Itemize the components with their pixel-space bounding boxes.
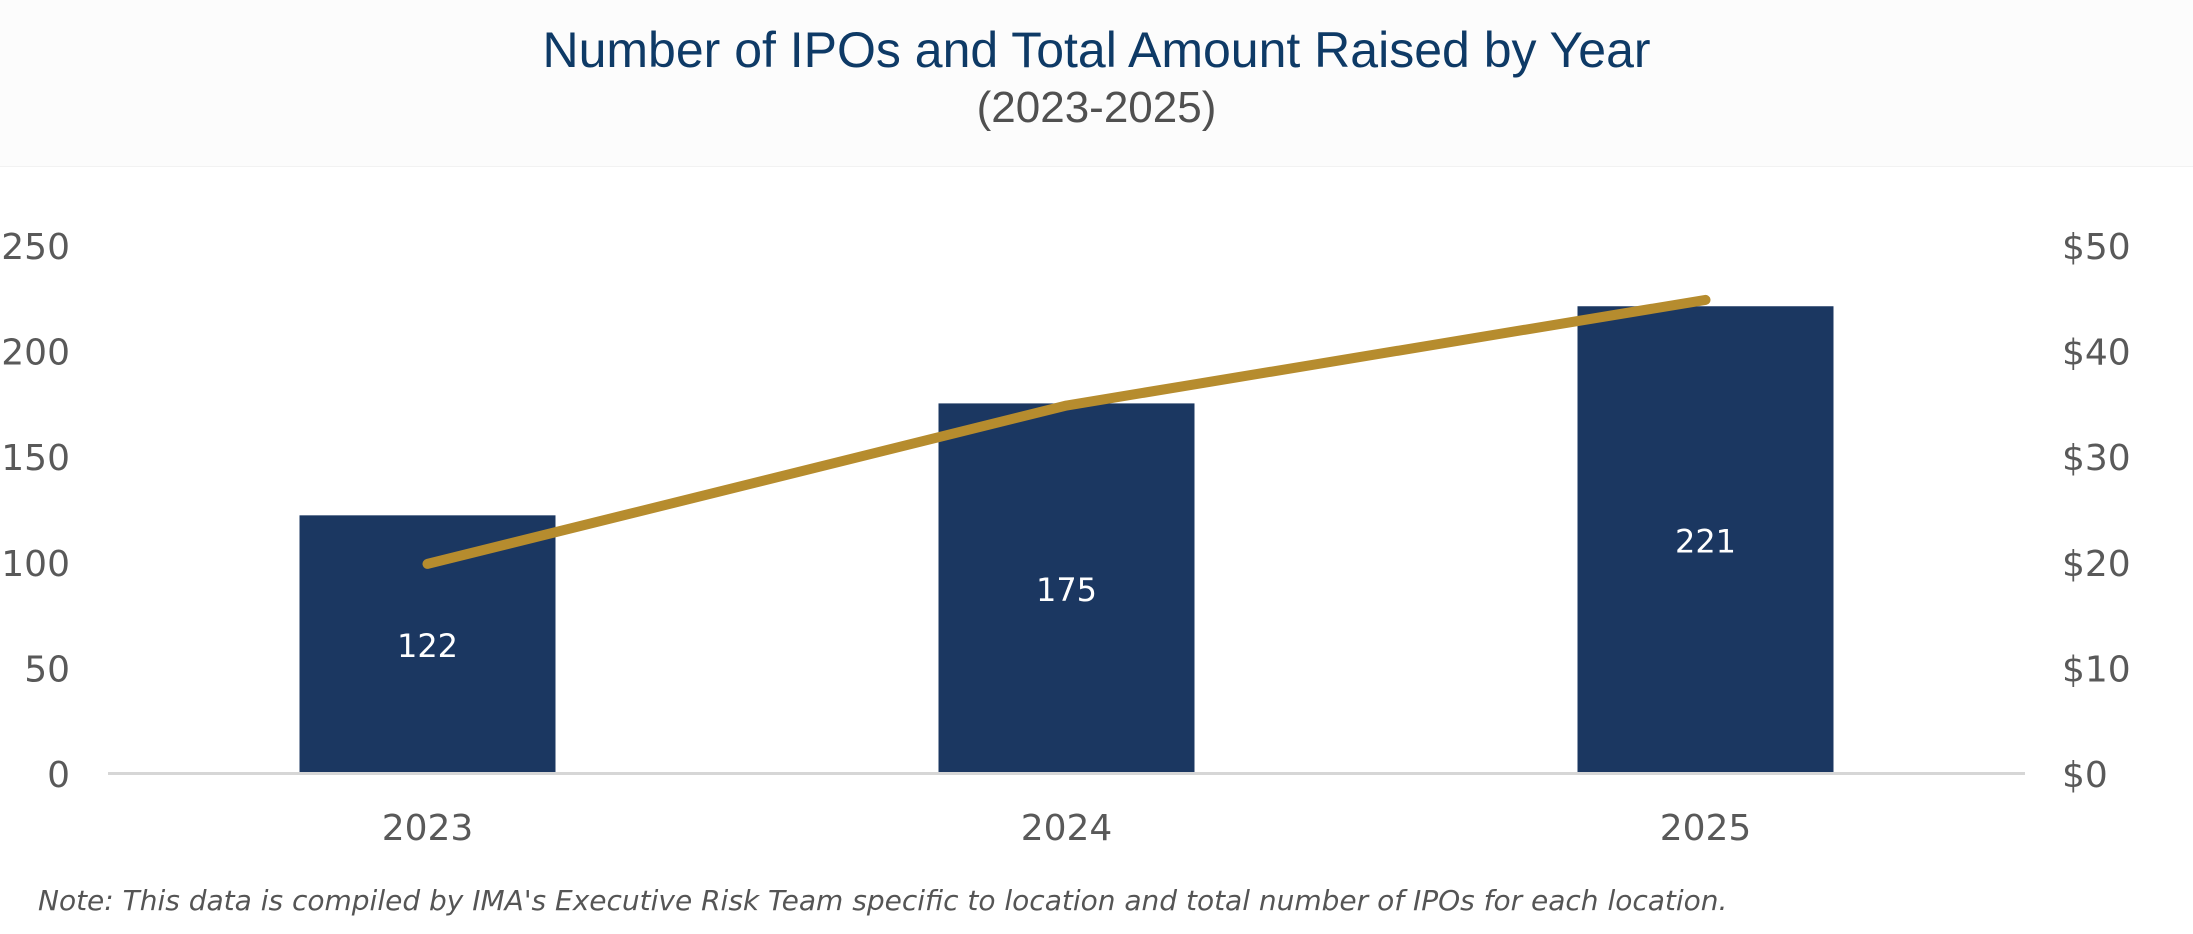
- chart-note: Note: This data is compiled by IMA's Exe…: [38, 884, 1728, 917]
- chart-title: Number of IPOs and Total Amount Raised b…: [542, 22, 1651, 78]
- right-axis-tick-label: $10: [2062, 649, 2131, 690]
- bar-2025: [1577, 306, 1834, 773]
- right-axis-tick-label: $30: [2062, 438, 2131, 479]
- right-axis-tick-label: $0: [2062, 755, 2108, 796]
- bar-data-label: 221: [1675, 523, 1736, 561]
- x-axis-tick-label: 2024: [1021, 808, 1113, 849]
- left-axis-tick-label: 250: [1, 227, 70, 268]
- amount-raised-point-2023: [426, 562, 429, 565]
- right-axis-tick-label: $20: [2062, 544, 2131, 585]
- bar-2023: [299, 515, 556, 773]
- left-axis-tick-label: 50: [24, 649, 70, 690]
- bar-data-label: 175: [1036, 571, 1097, 609]
- left-axis-tick-label: 100: [1, 544, 70, 585]
- right-axis-tick-label: $50: [2062, 227, 2131, 268]
- bar-data-label: 122: [397, 627, 458, 665]
- amount-raised-point-2025: [1704, 298, 1707, 301]
- x-axis-tick-label: 2025: [1660, 808, 1752, 849]
- right-axis-tick-label: $40: [2062, 333, 2131, 374]
- x-axis-tick-label: 2023: [382, 808, 474, 849]
- chart-subtitle: (2023-2025): [976, 83, 1217, 132]
- left-axis-tick-label: 150: [1, 438, 70, 479]
- amount-raised-point-2024: [1065, 404, 1068, 407]
- bar-2024: [938, 403, 1195, 773]
- left-axis-tick-label: 200: [1, 333, 70, 374]
- chart-header: Number of IPOs and Total Amount Raised b…: [0, 0, 2193, 167]
- left-axis-tick-label: 0: [47, 755, 70, 796]
